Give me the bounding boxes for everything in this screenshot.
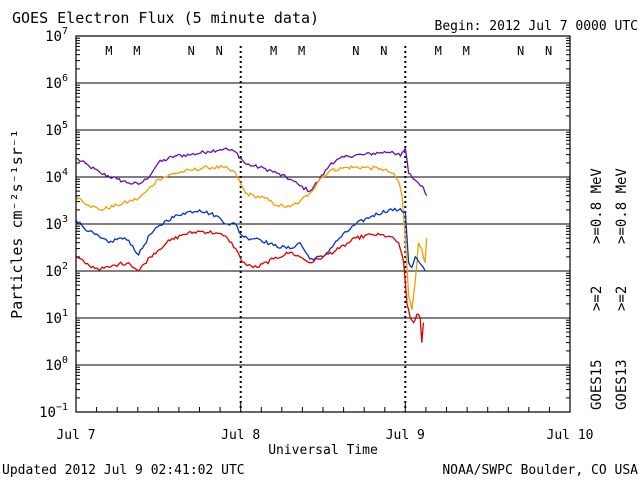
x-axis-label: Universal Time	[268, 443, 378, 458]
legend-label: >=0.8 MeV	[589, 168, 605, 244]
y-tick: 104	[45, 131, 570, 186]
y-tick: 10−1	[39, 366, 570, 421]
legend-label: >=2	[614, 286, 630, 311]
y-tick-label: 102	[45, 261, 68, 280]
legend-label: GOES15	[589, 359, 605, 410]
marker-label: N	[216, 44, 223, 58]
series-line-1	[75, 164, 428, 310]
x-tick-label: Jul 8	[221, 428, 260, 443]
marker-label: M	[270, 44, 277, 58]
y-tick-label: 104	[45, 167, 68, 186]
y-tick: 105	[45, 84, 570, 139]
marker-label: M	[435, 44, 442, 58]
right-labels: >=0.8 MeV >=0.8 MeV >=2 >=2 GOES15 GOES13	[589, 168, 630, 410]
y-tick: 106	[45, 37, 570, 92]
marker-label: M	[133, 44, 140, 58]
x-axis-ticks: Jul 7 Jul 8 Jul 9 Jul 10	[56, 402, 593, 443]
marker-label: N	[188, 44, 195, 58]
y-tick-label: 101	[45, 308, 68, 327]
legend-label: GOES13	[614, 359, 630, 410]
x-tick-label: Jul 7	[56, 428, 95, 443]
y-tick-label: 105	[45, 120, 68, 139]
updated-label: Updated 2012 Jul 9 02:41:02 UTC	[2, 463, 245, 478]
series-line-2	[75, 207, 426, 272]
y-tick: 102	[45, 225, 570, 280]
marker-label: N	[545, 44, 552, 58]
y-tick-label: 103	[45, 214, 68, 233]
y-tick-label: 100	[45, 355, 68, 374]
x-tick-label: Jul 10	[547, 428, 594, 443]
y-tick: 107	[45, 26, 570, 45]
y-axis-label: Particles cm⁻²s⁻¹sr⁻¹	[8, 129, 26, 319]
series-line-3	[75, 230, 425, 343]
y-tick: 103	[45, 178, 570, 233]
marker-label: M	[298, 44, 305, 58]
begin-label: Begin: 2012 Jul 7 0000 UTC	[435, 19, 639, 34]
y-axis-ticks: 107 106 105 104 103 102 101 100 10−1	[39, 26, 570, 421]
y-tick-label: 107	[45, 26, 68, 45]
chart-title: GOES Electron Flux (5 minute data)	[12, 9, 319, 27]
x-tick-label: Jul 9	[386, 428, 425, 443]
y-tick: 101	[45, 272, 570, 327]
marker-label: N	[517, 44, 524, 58]
marker-label: N	[352, 44, 359, 58]
day-dividers	[239, 46, 407, 412]
marker-label: N	[380, 44, 387, 58]
y-tick-label: 106	[45, 73, 68, 92]
y-tick: 100	[45, 319, 570, 374]
series-line-0	[75, 146, 428, 197]
marker-label: M	[105, 44, 112, 58]
series-group	[75, 146, 428, 343]
credit-label: NOAA/SWPC Boulder, CO USA	[442, 463, 638, 478]
marker-label: M	[463, 44, 470, 58]
legend-label: >=2	[589, 286, 605, 311]
legend-label: >=0.8 MeV	[614, 168, 630, 244]
y-tick-label: 10−1	[39, 402, 68, 421]
